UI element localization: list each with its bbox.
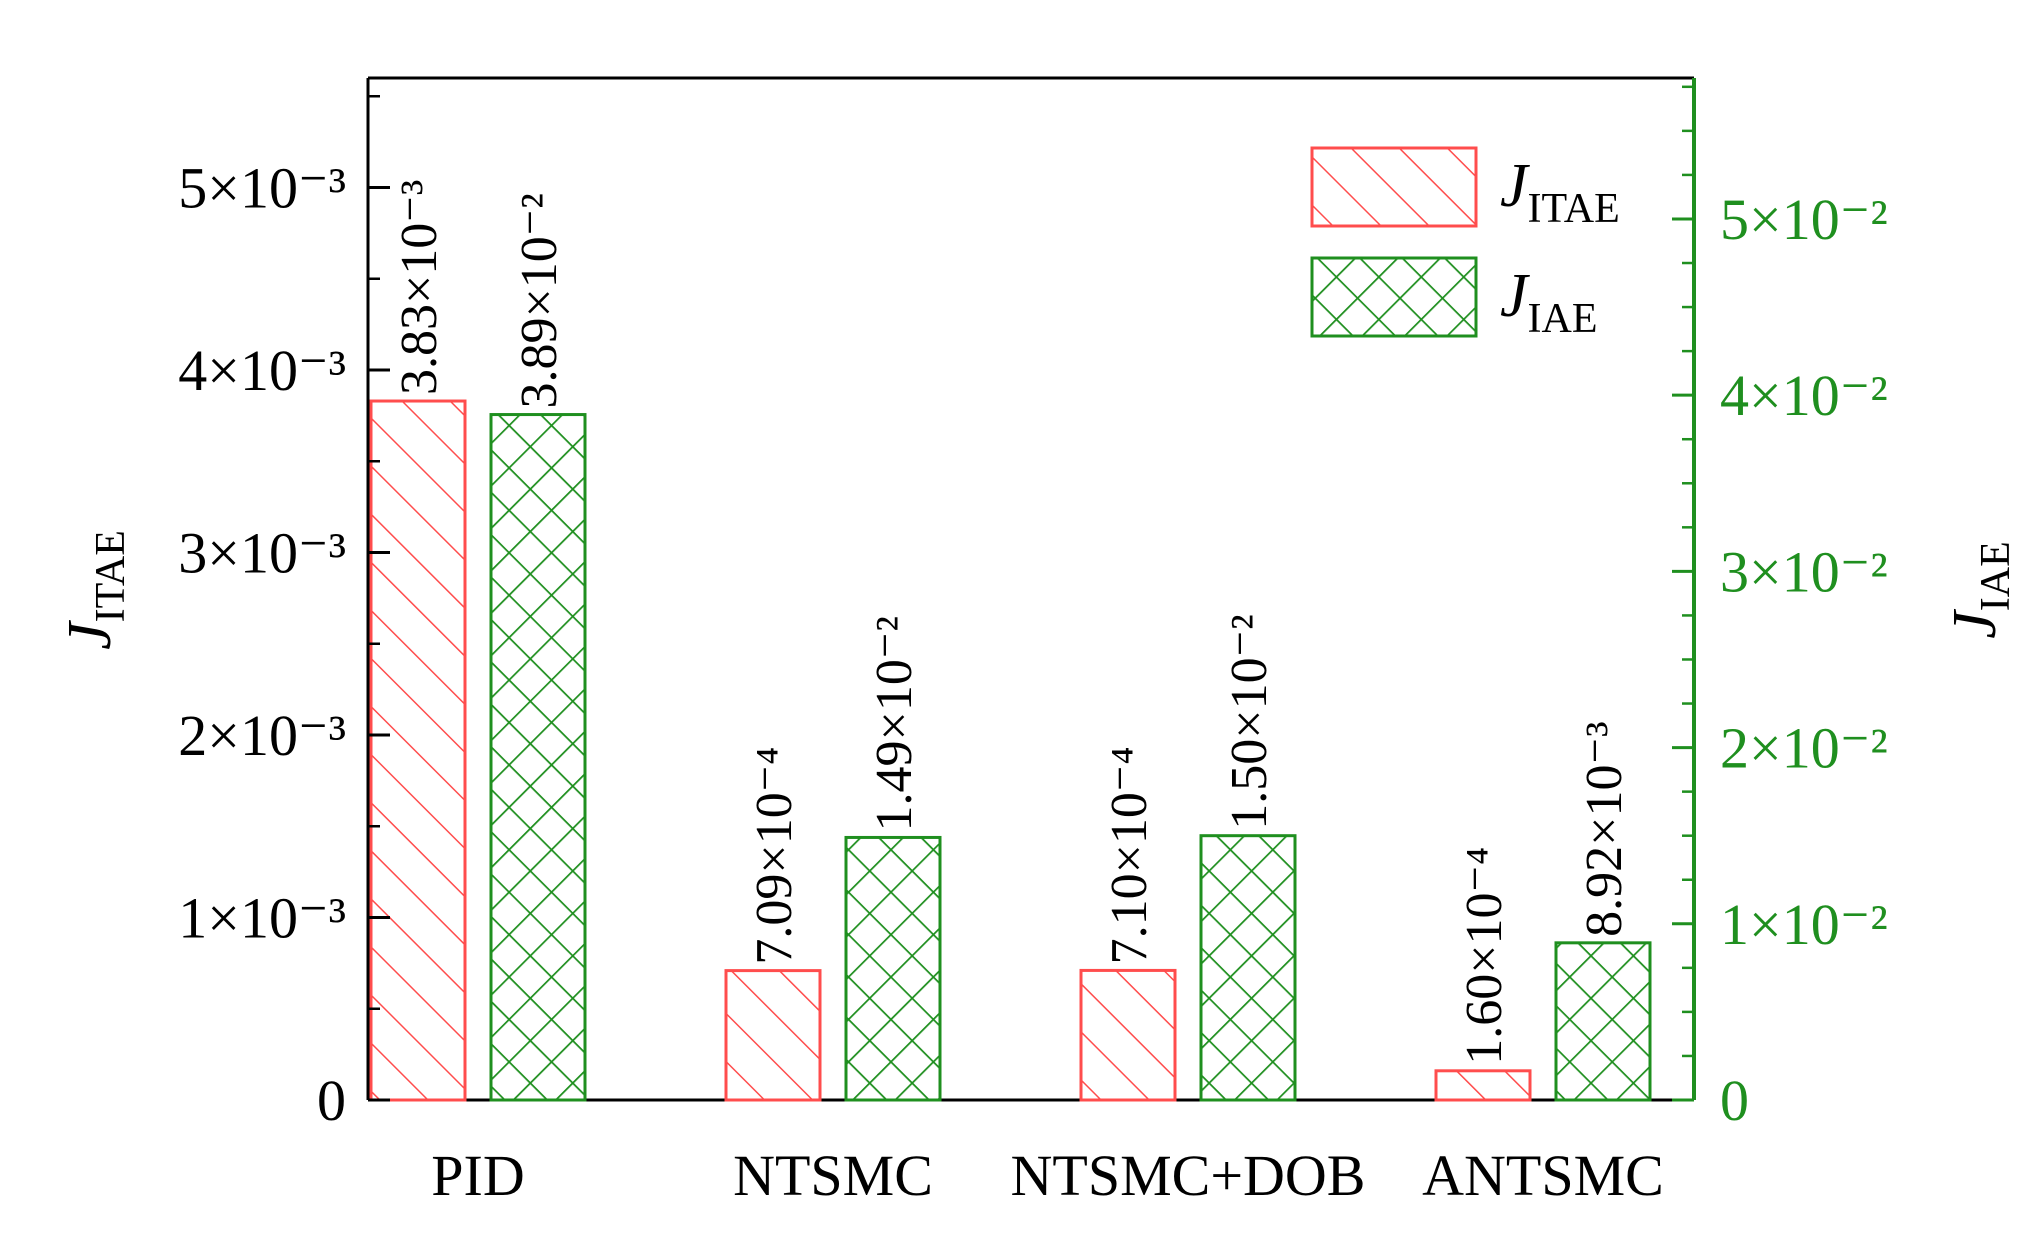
bar-value-label-iae-0: 3.89×10⁻² — [511, 193, 568, 408]
left-axis-title: JITAE — [56, 530, 134, 650]
right-tick-label: 4×10⁻² — [1720, 363, 1888, 428]
left-axis-title-main: J — [56, 620, 124, 650]
right-axis-title: JIAE — [1941, 541, 2019, 639]
left-axis-title-sub: ITAE — [88, 530, 134, 622]
right-tick-label: 5×10⁻² — [1720, 187, 1888, 252]
category-labels: PID NTSMC NTSMC+DOB ANTSMC — [431, 1143, 1664, 1208]
right-tick-label: 3×10⁻² — [1720, 539, 1888, 604]
legend-label-main: J — [1500, 262, 1530, 330]
category-label: NTSMC — [733, 1143, 933, 1208]
bar-value-label-itae-2: 7.10×10⁻⁴ — [1101, 747, 1158, 965]
left-tick-label: 0 — [317, 1068, 346, 1133]
bar-iae-2 — [1199, 834, 1297, 1102]
bar-value-label-iae-2: 1.50×10⁻² — [1221, 614, 1278, 829]
legend-label-sub: IAE — [1528, 296, 1598, 342]
bar-iae-1 — [844, 835, 942, 1102]
left-tick-label: 2×10⁻³ — [178, 703, 346, 768]
left-tick-label: 1×10⁻³ — [178, 886, 346, 951]
legend-label-itae: JITAE — [1500, 152, 1620, 232]
bar-value-label-itae-1: 7.09×10⁻⁴ — [746, 747, 803, 965]
right-tick-label: 0 — [1720, 1068, 1749, 1133]
right-axis-title-main: J — [1941, 609, 2009, 639]
left-tick-label: 4×10⁻³ — [178, 338, 346, 403]
legend-label-main: J — [1500, 152, 1530, 220]
category-label: PID — [431, 1143, 524, 1208]
bar-iae-3 — [1554, 941, 1652, 1102]
bar-value-label-itae-0: 3.83×10⁻³ — [391, 180, 448, 395]
bar-itae-3 — [1434, 1069, 1532, 1102]
legend-swatch-itae — [1310, 146, 1478, 228]
right-axis: 0 1×10⁻² 2×10⁻² 3×10⁻² 4×10⁻² 5×10⁻² JIAE — [1672, 85, 2019, 1133]
left-axis: 0 1×10⁻³ 2×10⁻³ 3×10⁻³ 4×10⁻³ 5×10⁻³ JITAE — [56, 95, 390, 1133]
right-axis-title-sub: IAE — [1973, 541, 2019, 611]
bar-value-label-itae-3: 1.60×10⁻⁴ — [1456, 847, 1513, 1065]
bars-group — [369, 399, 1652, 1102]
right-tick-label: 1×10⁻² — [1720, 892, 1888, 957]
category-label: ANTSMC — [1422, 1143, 1664, 1208]
bar-value-label-iae-1: 1.49×10⁻² — [866, 616, 923, 831]
bar-labels-group: 3.83×10⁻³ 7.09×10⁻⁴ 7.10×10⁻⁴ 1.60×10⁻⁴ 3.89… — [391, 180, 1633, 1065]
right-tick-label: 2×10⁻² — [1720, 716, 1888, 781]
bar-value-label-iae-3: 8.92×10⁻³ — [1576, 721, 1633, 936]
bar-itae-1 — [724, 969, 822, 1102]
legend-label-sub: ITAE — [1528, 186, 1620, 232]
left-tick-label: 5×10⁻³ — [178, 156, 346, 221]
legend-swatch-iae — [1310, 256, 1478, 338]
bar-iae-0 — [489, 413, 587, 1102]
bar-itae-0 — [369, 399, 467, 1102]
left-tick-label: 3×10⁻³ — [178, 521, 346, 586]
legend-label-iae: JIAE — [1500, 262, 1598, 342]
category-label: NTSMC+DOB — [1011, 1143, 1366, 1208]
bar-itae-2 — [1079, 968, 1177, 1102]
